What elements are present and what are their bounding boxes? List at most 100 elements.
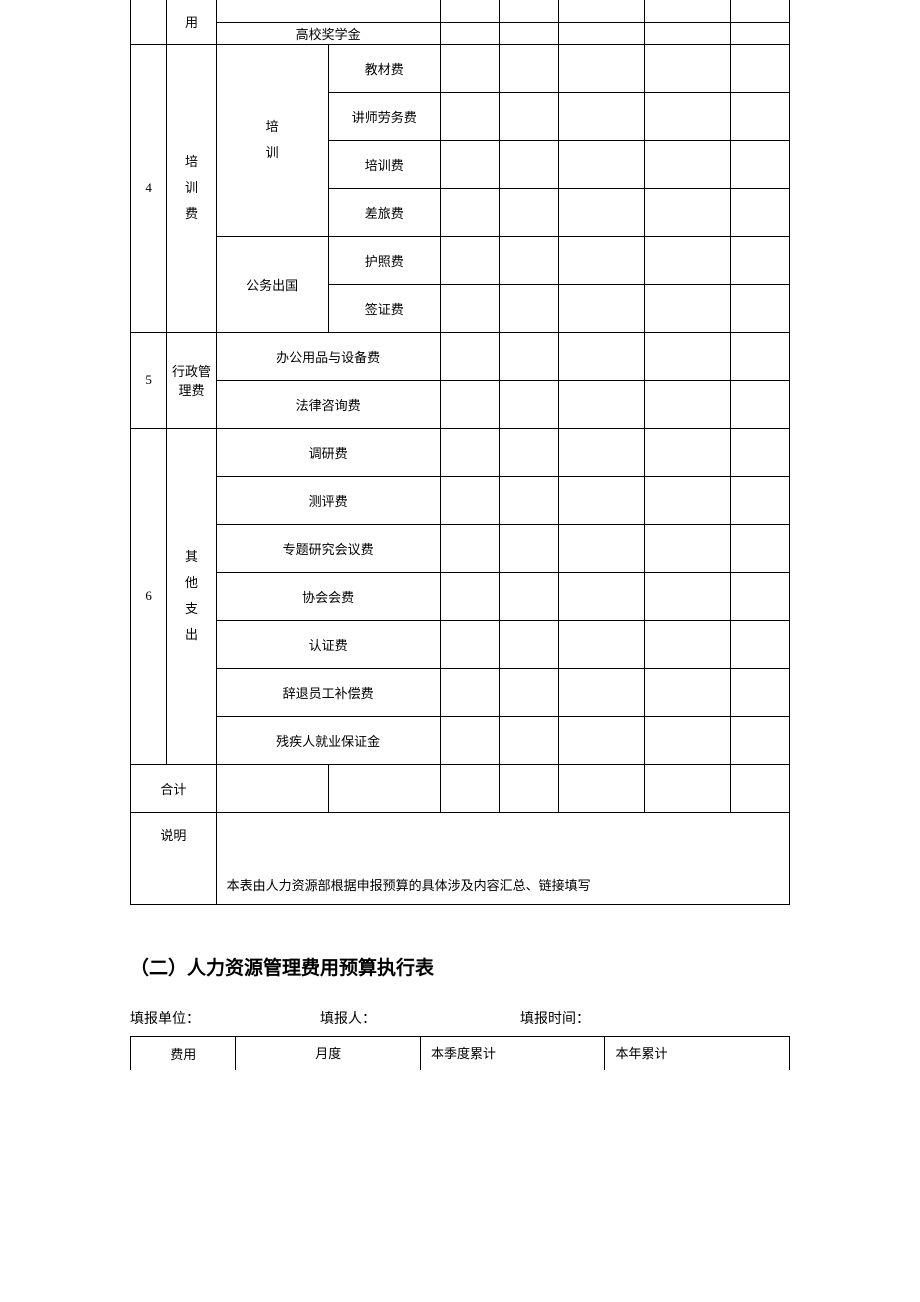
- cell-blank: [216, 0, 440, 22]
- cell-cat: 行政管理费: [167, 332, 216, 428]
- cell-item: 测评费: [216, 476, 440, 524]
- table-row: 4 培训费 培训 教材费: [131, 44, 790, 92]
- cell-blank: [440, 92, 499, 140]
- cell-blank: [500, 332, 559, 380]
- cell-sub: 公务出国: [216, 236, 328, 332]
- table-row: 高校奖学金: [131, 22, 790, 44]
- cell-blank: [559, 22, 645, 44]
- cell-blank: [730, 572, 789, 620]
- cell-blank: [440, 428, 499, 476]
- cell-blank: [440, 140, 499, 188]
- cell-blank: [500, 188, 559, 236]
- cell-blank: [500, 92, 559, 140]
- cell-total-label: 合计: [131, 764, 217, 812]
- cell-blank: [644, 428, 730, 476]
- cell-blank: [730, 188, 789, 236]
- table-row: 认证费: [131, 620, 790, 668]
- cell-blank: [500, 764, 559, 812]
- cell-cat: 其他支出: [167, 428, 216, 764]
- cell-blank: [216, 764, 328, 812]
- table-row: 辞退员工补偿费: [131, 668, 790, 716]
- cell-blank: [440, 236, 499, 284]
- cell-blank: [500, 668, 559, 716]
- cell-blank: [440, 572, 499, 620]
- cell-item: 辞退员工补偿费: [216, 668, 440, 716]
- cell-blank: [730, 92, 789, 140]
- cell-blank: [730, 716, 789, 764]
- cell-blank: [559, 332, 645, 380]
- cell-blank: [559, 236, 645, 284]
- cell-blank: [500, 44, 559, 92]
- table-row: 法律咨询费: [131, 380, 790, 428]
- cell-blank: [500, 380, 559, 428]
- cell-blank: [644, 572, 730, 620]
- cell-num: 5: [131, 332, 167, 428]
- cell-blank: [644, 92, 730, 140]
- cell-item: 残疾人就业保证金: [216, 716, 440, 764]
- cell-item: 调研费: [216, 428, 440, 476]
- cell-item: 办公用品与设备费: [216, 332, 440, 380]
- cell-item: 培训费: [328, 140, 440, 188]
- cell-blank: [440, 332, 499, 380]
- cell-blank: [730, 380, 789, 428]
- cell-blank: [500, 524, 559, 572]
- cell-blank: [644, 380, 730, 428]
- cell-blank: [559, 0, 645, 22]
- table-row: 用: [131, 0, 790, 22]
- cell-blank: [559, 380, 645, 428]
- cell-blank: [730, 524, 789, 572]
- table-row-total: 合计: [131, 764, 790, 812]
- cell-num: 6: [131, 428, 167, 764]
- table-row: 专题研究会议费: [131, 524, 790, 572]
- cell-blank: [500, 428, 559, 476]
- cell-blank: [440, 22, 499, 44]
- table-row: 协会会费: [131, 572, 790, 620]
- cell-blank: [559, 44, 645, 92]
- cell-blank: [730, 140, 789, 188]
- cell-blank: [730, 284, 789, 332]
- cell-item: 护照费: [328, 236, 440, 284]
- cell-blank: [730, 764, 789, 812]
- cell-blank: [440, 764, 499, 812]
- cell-blank: [500, 716, 559, 764]
- header-year: 本年累计: [605, 1036, 790, 1070]
- cell-item: 教材费: [328, 44, 440, 92]
- cell-blank: [500, 572, 559, 620]
- cell-blank: [559, 140, 645, 188]
- cell-blank: [559, 620, 645, 668]
- cell-blank: [559, 668, 645, 716]
- cell-note-label: 说明: [131, 812, 217, 904]
- header-quarter: 本季度累计: [420, 1036, 605, 1070]
- cell-blank: [440, 188, 499, 236]
- cell-blank: [559, 284, 645, 332]
- cell-item: 签证费: [328, 284, 440, 332]
- sub-label: 培训: [266, 119, 279, 160]
- cell-blank: [730, 620, 789, 668]
- cell-blank: [559, 716, 645, 764]
- cell-blank: [644, 764, 730, 812]
- cell-blank: [644, 524, 730, 572]
- table-row: 5 行政管理费 办公用品与设备费: [131, 332, 790, 380]
- cell-blank: [644, 620, 730, 668]
- cell-blank: [644, 236, 730, 284]
- cell-blank: [440, 44, 499, 92]
- cell-blank: [644, 668, 730, 716]
- cat-label: 其他支出: [185, 549, 198, 642]
- cell-blank: [500, 140, 559, 188]
- table-row: 残疾人就业保证金: [131, 716, 790, 764]
- header-month: 月度: [236, 1036, 421, 1070]
- cell-blank: [644, 476, 730, 524]
- cell-blank: [500, 22, 559, 44]
- cell-blank: [500, 0, 559, 22]
- cell-blank: [559, 428, 645, 476]
- cell-item: 讲师劳务费: [328, 92, 440, 140]
- cell-blank: [730, 44, 789, 92]
- cell-blank: [440, 284, 499, 332]
- cell-blank: [559, 476, 645, 524]
- table-row-note: 说明 本表由人力资源部根据申报预算的具体涉及内容汇总、链接填写: [131, 812, 790, 904]
- cell-cat: 培训费: [167, 44, 216, 332]
- cell-blank: [559, 524, 645, 572]
- cell-blank: [730, 476, 789, 524]
- table-header-row: 费用 月度 本季度累计 本年累计: [131, 1036, 790, 1070]
- meta-unit: 填报单位：: [130, 1008, 320, 1028]
